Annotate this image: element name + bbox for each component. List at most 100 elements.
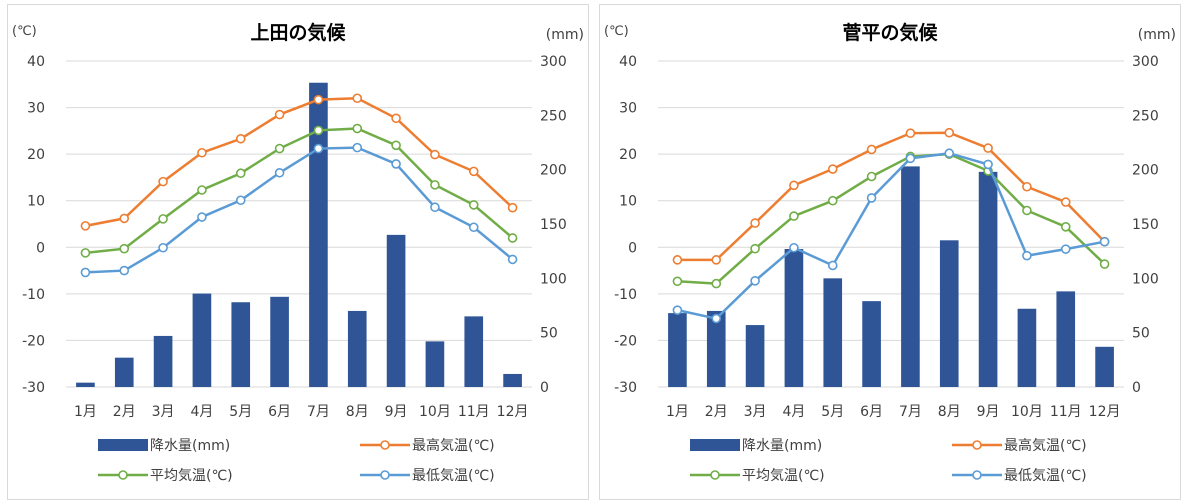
x-tick-label: 11月 (1050, 404, 1082, 420)
temp-marker (313, 94, 324, 105)
temp-marker (235, 168, 246, 179)
temp-marker (352, 142, 363, 153)
x-tick-label: 3月 (152, 404, 175, 420)
chart-title: 菅平の気候 (842, 21, 938, 44)
right-tick-label: 0 (1132, 380, 1141, 396)
left-tick-label: -10 (22, 287, 45, 303)
temp-marker (158, 242, 168, 253)
right-tick-label: 300 (540, 54, 567, 70)
temp-marker (313, 143, 324, 154)
temp-marker (119, 265, 130, 276)
right-tick-label: 50 (1132, 326, 1150, 342)
left-tick-label: 40 (619, 54, 637, 70)
temp-marker (391, 140, 401, 151)
legend-label: 最高気温(℃) (1004, 437, 1087, 454)
x-tick-label: 10月 (419, 404, 451, 420)
chart-svg-ueda: 上田の気候(℃) (mm)403020100-10-20-303002502001… (12, 21, 584, 484)
legend-swatch-marker (710, 470, 720, 480)
x-tick-label: 11月 (458, 404, 490, 420)
x-tick-label: 9月 (977, 404, 1000, 420)
temp-line-0 (85, 96, 514, 228)
temp-marker (507, 202, 518, 213)
legend-label: 平均気温(℃) (742, 468, 825, 484)
temp-line-2 (677, 151, 1105, 320)
left-tick-label: -30 (614, 380, 637, 396)
temp-marker (430, 202, 440, 213)
chart-svg-sugadaira: 菅平の気候(℃) (mm)403020100-10-20-303002502001… (604, 21, 1176, 484)
temp-marker (1060, 221, 1071, 232)
x-tick-label: 12月 (497, 404, 529, 420)
temp-marker (944, 127, 955, 138)
legend-label: 降水量(mm) (742, 438, 822, 454)
left-tick-label: 10 (27, 194, 45, 210)
x-tick-label: 10月 (1011, 404, 1043, 420)
temp-marker (905, 153, 916, 164)
temp-marker (197, 147, 207, 158)
temp-marker (827, 195, 838, 206)
temp-marker (1060, 244, 1071, 254)
left-tick-label: 20 (27, 147, 45, 163)
temp-marker (1022, 205, 1032, 216)
temp-line-1 (677, 152, 1106, 285)
temp-marker (711, 278, 722, 289)
left-tick-label: 0 (36, 240, 45, 256)
x-tick-label: 8月 (346, 404, 369, 420)
temp-marker (1099, 259, 1110, 269)
precip-bar (386, 234, 406, 387)
precip-bar (823, 278, 843, 387)
legend-swatch-marker (972, 470, 982, 480)
temp-marker (866, 193, 877, 203)
x-tick-label: 9月 (385, 404, 408, 420)
temp-marker (905, 128, 916, 138)
x-tick-label: 3月 (744, 404, 767, 420)
legend-swatch-marker (118, 470, 128, 480)
left-tick-label: -20 (22, 333, 45, 349)
x-tick-label: 1月 (666, 404, 689, 420)
legend-label: 降水量(mm) (150, 438, 230, 454)
temp-marker (235, 133, 246, 144)
left-tick-label: 30 (27, 101, 45, 117)
right-tick-label: 300 (1132, 54, 1159, 70)
temp-line-1 (85, 127, 514, 255)
temp-marker (235, 195, 246, 206)
precip-bar (76, 382, 95, 387)
precip-bar (347, 310, 367, 387)
temp-marker (197, 212, 207, 222)
temp-marker (391, 113, 401, 124)
temp-marker (80, 267, 91, 278)
left-tick-label: 30 (619, 101, 637, 117)
precip-bar (978, 171, 998, 387)
x-tick-label: 7月 (899, 404, 922, 420)
temp-marker (274, 109, 285, 120)
legend-label: 最低気温(℃) (1004, 468, 1087, 484)
temp-marker (1060, 197, 1071, 207)
precip-bar (668, 313, 687, 387)
x-tick-label: 5月 (821, 404, 844, 420)
legend-swatch-bar (98, 439, 148, 451)
legend-swatch-bar (690, 439, 740, 451)
x-tick-label: 5月 (229, 404, 252, 420)
temp-marker (80, 221, 91, 231)
x-tick-label: 1月 (74, 404, 97, 420)
temp-marker (944, 148, 955, 159)
temp-marker (274, 167, 285, 178)
x-tick-label: 2月 (705, 404, 728, 420)
right-axis-unit: (mm) (1138, 27, 1176, 43)
temp-marker (158, 214, 168, 224)
legend-label: 平均気温(℃) (150, 468, 233, 484)
temp-marker (827, 164, 838, 174)
x-tick-label: 4月 (190, 404, 213, 420)
x-tick-label: 2月 (113, 404, 136, 420)
temp-marker (866, 171, 877, 182)
chart-panel-ueda: 上田の気候 (℃) (mm) 40 30 20 10 0 -10 -20 -30 300 250 200 1… (7, 4, 589, 500)
right-tick-label: 0 (540, 380, 549, 396)
right-tick-label: 150 (1132, 217, 1159, 233)
right-tick-label: 50 (540, 326, 558, 342)
precip-bar (192, 293, 212, 387)
left-tick-label: -10 (614, 287, 637, 303)
right-tick-label: 200 (1132, 163, 1159, 179)
temp-marker (468, 222, 479, 233)
x-tick-label: 6月 (268, 404, 291, 420)
temp-marker (507, 254, 518, 265)
legend-swatch-marker (972, 440, 982, 450)
